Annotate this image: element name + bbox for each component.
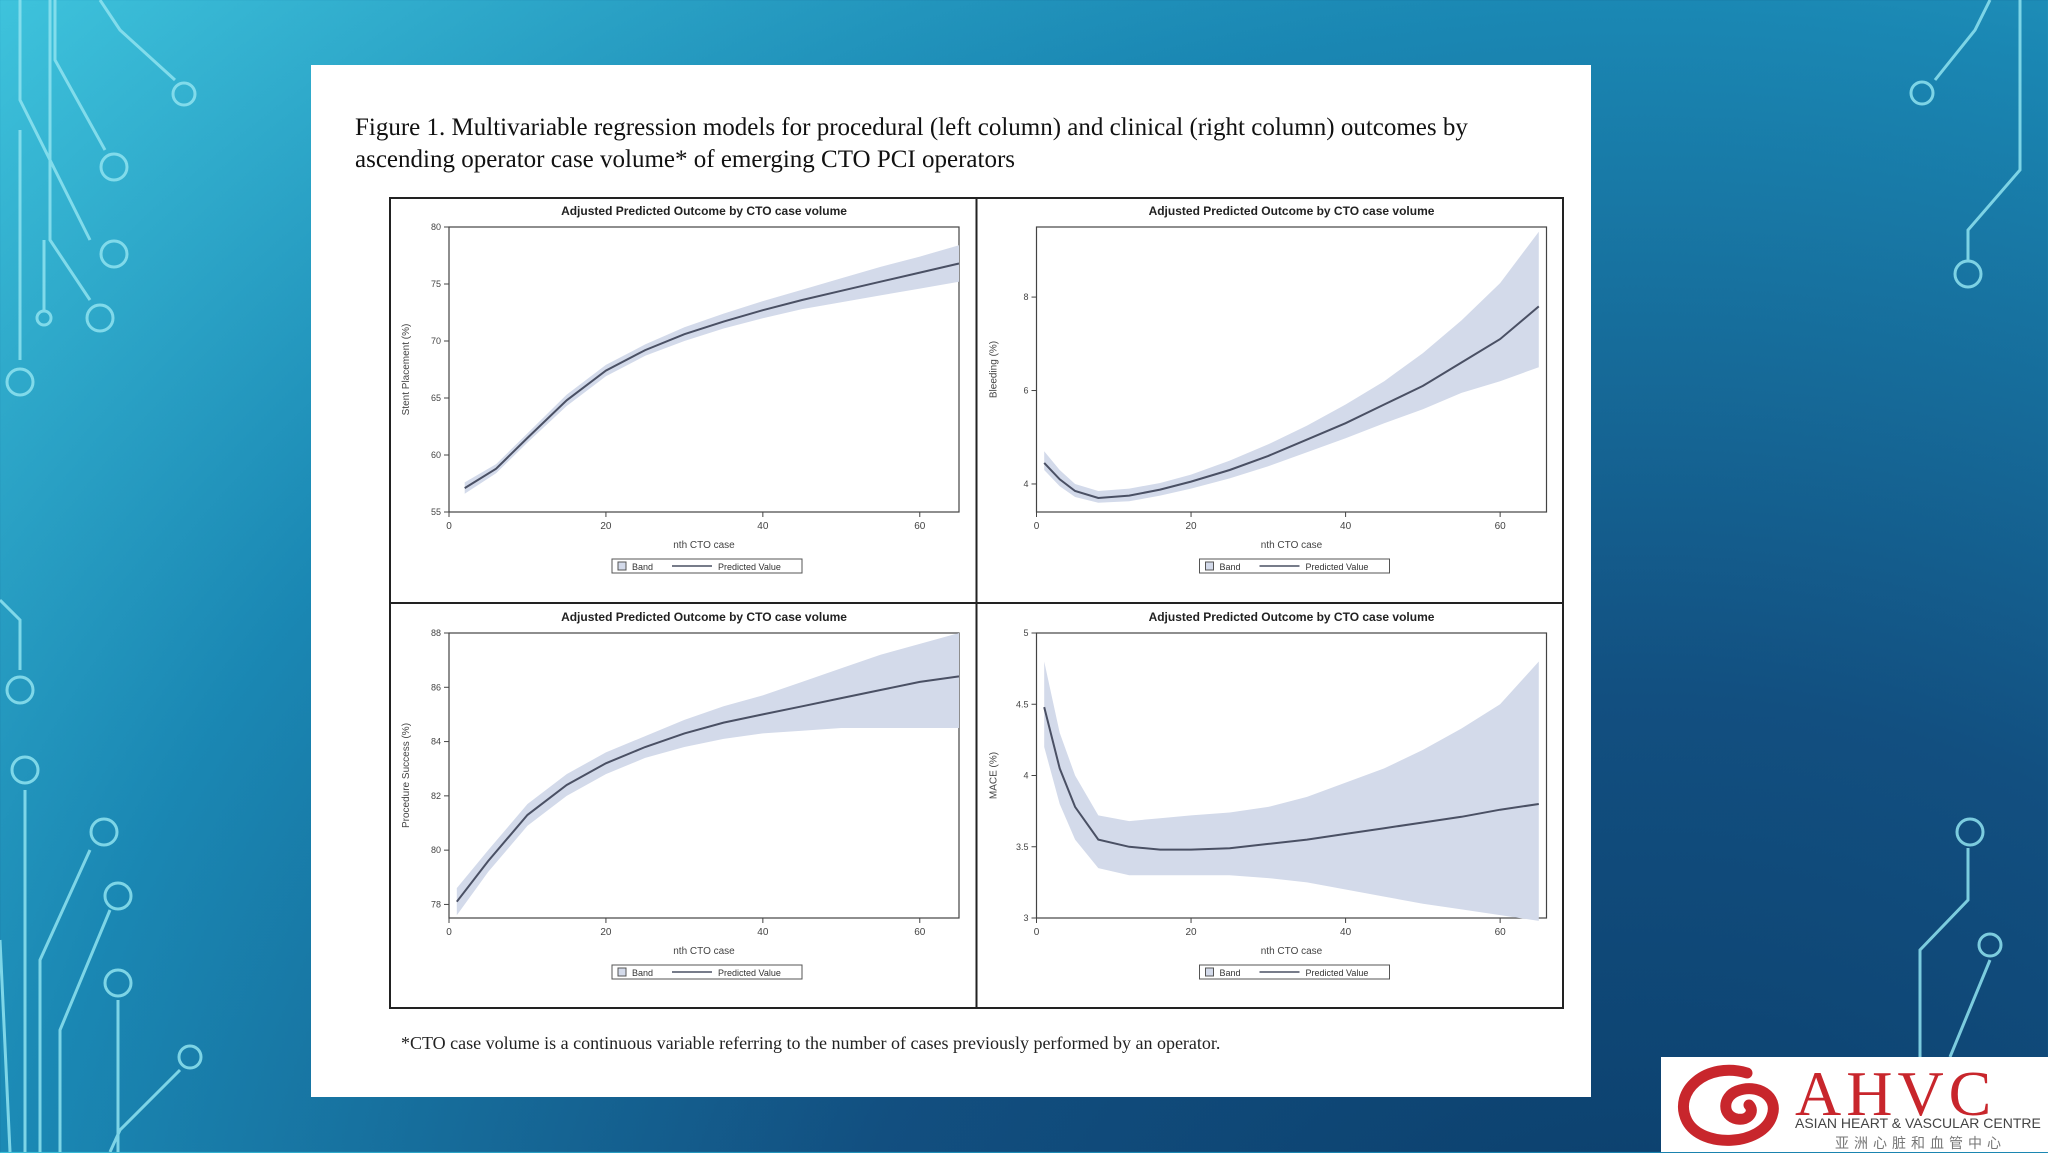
chart-legend: Band Predicted Value [611, 558, 803, 574]
y-axis-label: Procedure Success (%) [401, 723, 412, 828]
y-tick-label: 78 [431, 899, 441, 909]
x-axis-label: nth CTO case [1261, 540, 1323, 551]
x-tick-label: 0 [446, 927, 452, 938]
y-tick-label: 6 [1023, 386, 1028, 396]
y-tick-label: 4 [1023, 479, 1028, 489]
y-tick-label: 75 [431, 279, 441, 289]
y-tick-label: 55 [431, 507, 441, 517]
x-tick-label: 40 [1340, 521, 1352, 532]
logo-swirl-icon [1677, 1064, 1779, 1146]
x-axis-label: nth CTO case [1261, 946, 1323, 957]
confidence-band [1044, 661, 1539, 921]
y-axis-label: Bleeding (%) [989, 341, 1000, 398]
y-tick-label: 82 [431, 791, 441, 801]
legend-predicted-label: Predicted Value [718, 562, 781, 572]
y-tick-label: 5 [1023, 628, 1028, 638]
x-tick-label: 0 [446, 521, 452, 532]
legend-predicted-label: Predicted Value [1306, 968, 1369, 978]
chart-title: Adjusted Predicted Outcome by CTO case v… [1149, 610, 1435, 624]
logo-wordmark: AHVC [1795, 1058, 1997, 1129]
legend-predicted-label: Predicted Value [718, 968, 781, 978]
confidence-band [1044, 231, 1539, 503]
y-tick-label: 3.5 [1016, 842, 1029, 852]
legend-band-swatch [1205, 561, 1214, 571]
legend-band-swatch [617, 967, 627, 977]
chart-legend: Band Predicted Value [1199, 964, 1390, 980]
legend-band-swatch [617, 561, 627, 571]
y-axis-label: Stent Placement (%) [401, 324, 412, 416]
predicted-value-line [456, 675, 960, 903]
y-tick-label: 84 [431, 737, 441, 747]
x-tick-label: 20 [600, 521, 612, 532]
y-tick-label: 4 [1023, 771, 1028, 781]
chart-panel-1: Adjusted Predicted Outcome by CTO case v… [401, 204, 960, 574]
legend-predicted-label: Predicted Value [1306, 562, 1369, 572]
legend-band-label: Band [1220, 968, 1241, 978]
x-tick-label: 60 [1495, 927, 1507, 938]
x-tick-label: 0 [1034, 927, 1040, 938]
y-tick-label: 65 [431, 393, 441, 403]
x-axis-label: nth CTO case [673, 946, 735, 957]
y-tick-label: 4.5 [1016, 699, 1029, 709]
y-tick-label: 86 [431, 682, 441, 692]
x-tick-label: 40 [1340, 927, 1352, 938]
x-tick-label: 40 [757, 927, 769, 938]
legend-band-label: Band [1220, 562, 1241, 572]
chart-panel-4: Adjusted Predicted Outcome by CTO case v… [989, 610, 1548, 980]
x-tick-label: 20 [1185, 521, 1197, 532]
y-tick-label: 88 [431, 628, 441, 638]
x-tick-label: 20 [600, 927, 612, 938]
y-tick-label: 60 [431, 450, 441, 460]
ahvc-logo: AHVC ASIAN HEART & VASCULAR CENTRE 亚洲心脏和… [1661, 1057, 2048, 1152]
x-tick-label: 60 [1495, 521, 1507, 532]
logo-chinese-name: 亚洲心脏和血管中心 [1835, 1135, 2006, 1151]
chart-title: Adjusted Predicted Outcome by CTO case v… [561, 204, 847, 218]
legend-band-label: Band [632, 968, 653, 978]
chart-title: Adjusted Predicted Outcome by CTO case v… [561, 610, 847, 624]
x-axis-label: nth CTO case [673, 540, 735, 551]
y-tick-label: 8 [1023, 292, 1028, 302]
predicted-value-line [1043, 305, 1540, 500]
figure-title: Figure 1. Multivariable regression model… [355, 114, 1468, 173]
chart-title: Adjusted Predicted Outcome by CTO case v… [1149, 204, 1435, 218]
chart-panel-2: Adjusted Predicted Outcome by CTO case v… [989, 204, 1548, 574]
y-tick-label: 80 [431, 222, 441, 232]
predicted-value-line [1043, 706, 1539, 851]
x-tick-label: 60 [914, 927, 926, 938]
confidence-band [464, 245, 959, 494]
x-tick-label: 60 [914, 521, 926, 532]
figure-card: Figure 1. Multivariable regression model… [311, 65, 1591, 1097]
y-axis-label: MACE (%) [989, 752, 1000, 799]
legend-band-label: Band [632, 562, 653, 572]
chart-legend: Band Predicted Value [1199, 558, 1390, 574]
chart-panel-3: Adjusted Predicted Outcome by CTO case v… [401, 610, 960, 980]
x-tick-label: 40 [757, 521, 769, 532]
x-tick-label: 0 [1034, 521, 1040, 532]
x-tick-label: 20 [1185, 927, 1197, 938]
figure-footnote: *CTO case volume is a continuous variabl… [401, 1033, 1221, 1053]
logo-subtitle: ASIAN HEART & VASCULAR CENTRE [1795, 1115, 2041, 1131]
chart-panels: Adjusted Predicted Outcome by CTO case v… [389, 197, 1564, 1009]
y-tick-label: 70 [431, 336, 441, 346]
legend-band-swatch [1205, 967, 1214, 977]
confidence-band [456, 633, 959, 916]
predicted-value-line [464, 262, 960, 489]
y-tick-label: 3 [1023, 913, 1028, 923]
chart-legend: Band Predicted Value [611, 964, 803, 980]
y-tick-label: 80 [431, 845, 441, 855]
